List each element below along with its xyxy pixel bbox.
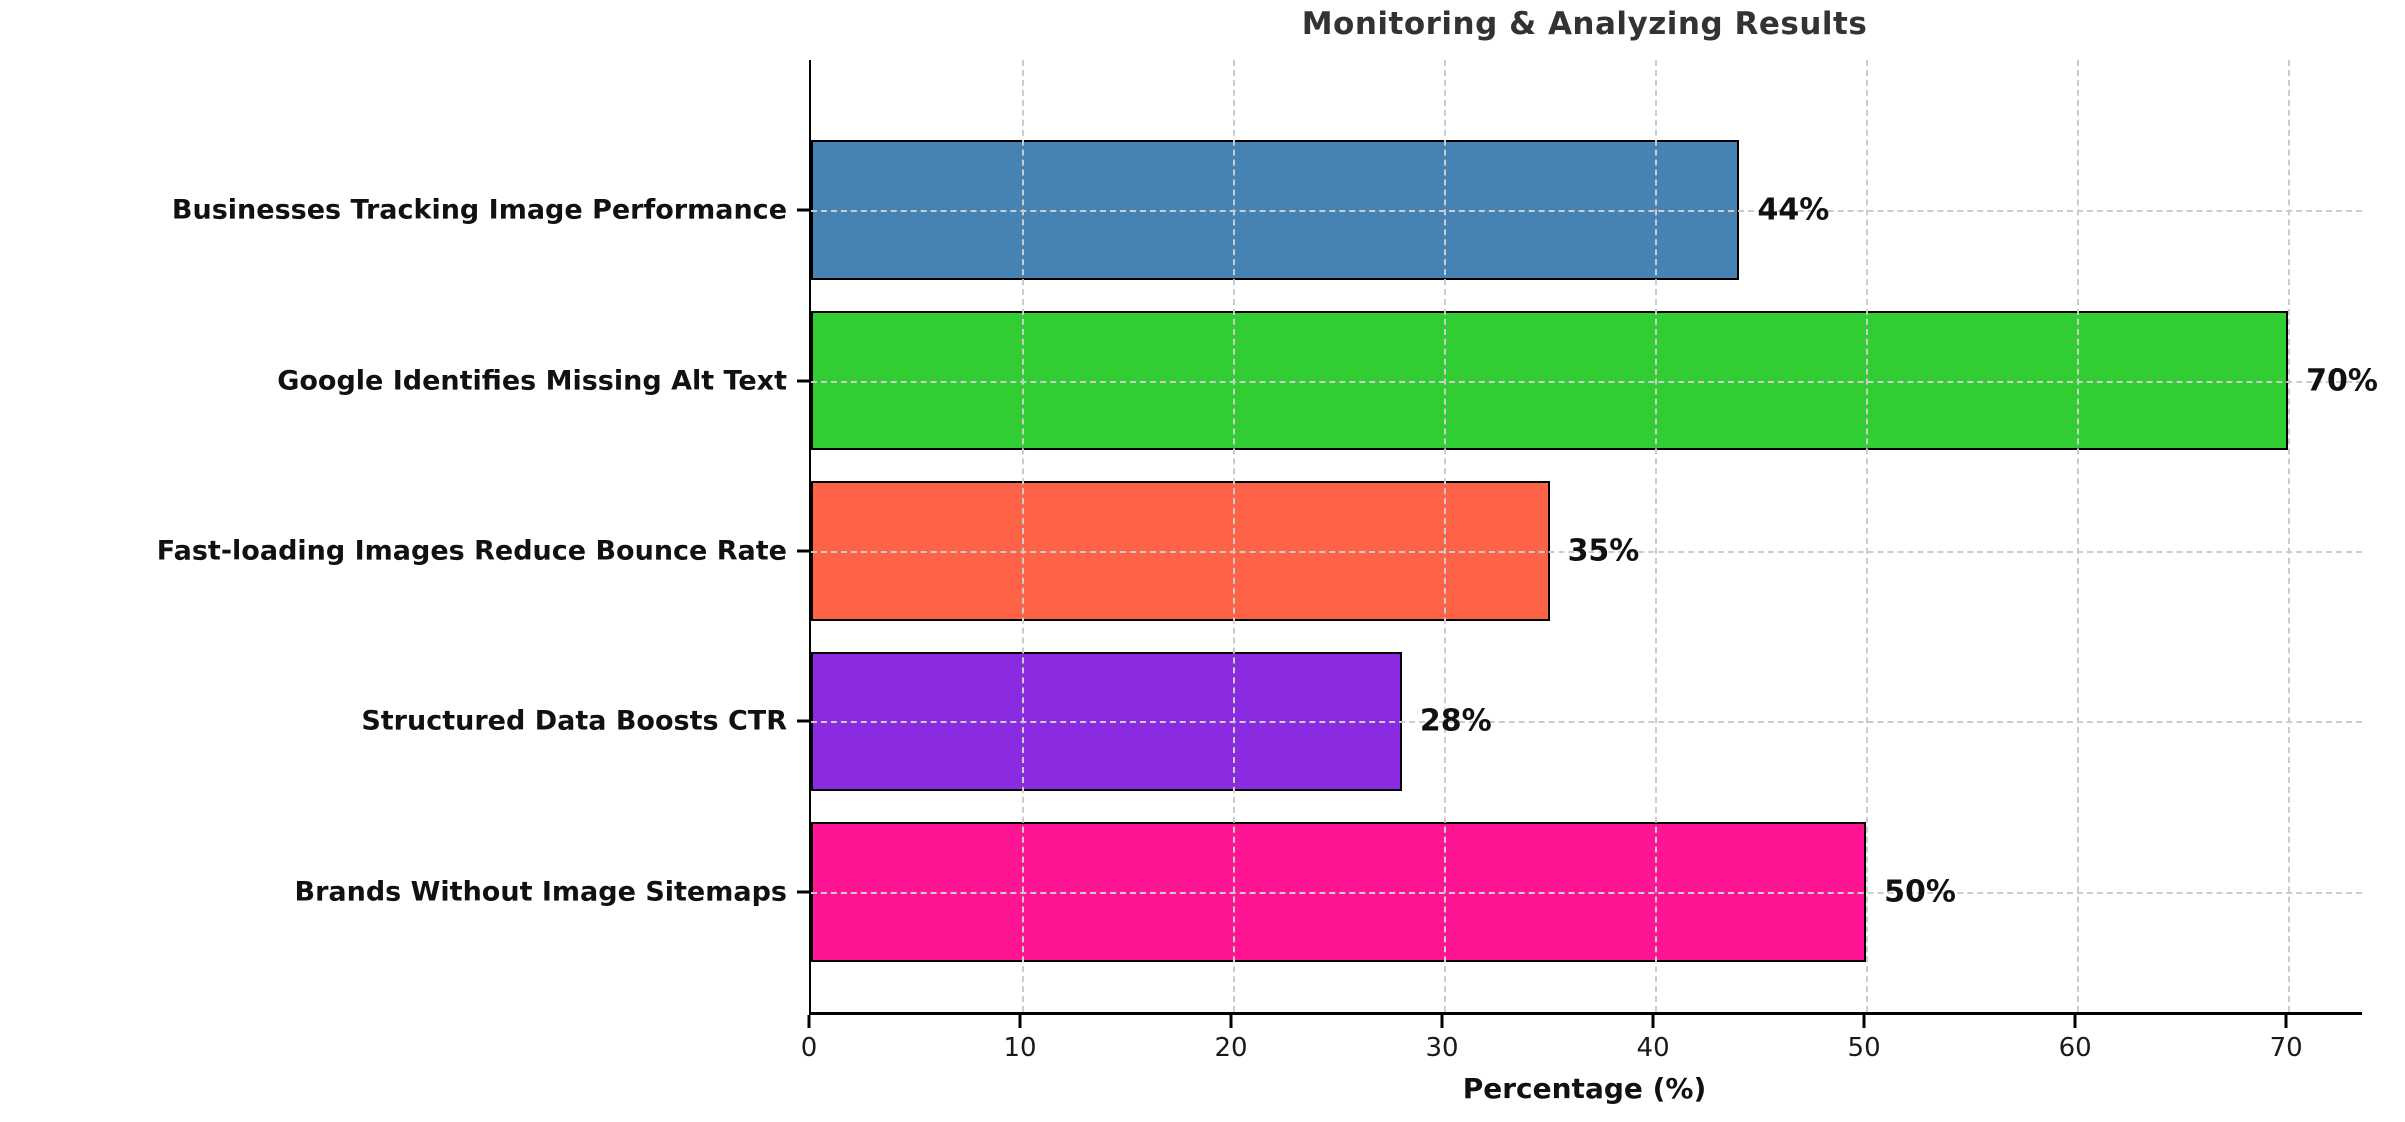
x-tick <box>1229 1015 1233 1028</box>
bar <box>811 310 2289 451</box>
x-tick <box>2073 1015 2077 1028</box>
bar <box>811 821 1867 962</box>
y-tick <box>797 549 809 553</box>
bar <box>811 481 1550 621</box>
x-tick-label: 40 <box>1636 1033 1670 1063</box>
bar-row: Structured Data Boosts CTR 28% <box>361 636 2362 806</box>
bar-row: Fast-loading Images Reduce Bounce Rate 3… <box>157 466 2362 636</box>
bar-value-label: 70% <box>2306 363 2378 399</box>
category-label: Structured Data Boosts CTR <box>361 705 787 737</box>
category-label: Google Identifies Missing Alt Text <box>277 365 787 397</box>
x-tick <box>1018 1015 1022 1028</box>
x-tick <box>1862 1015 1866 1028</box>
plot-area: Businesses Tracking Image Performance 44… <box>157 60 2378 1015</box>
plot-area-rows: Businesses Tracking Image Performance 44… <box>157 60 2378 1012</box>
x-axis: 0 10 20 30 40 50 60 70 <box>801 1015 2360 1085</box>
y-tick <box>797 379 809 383</box>
x-tick-label: 30 <box>1425 1033 1459 1063</box>
x-tick-label: 70 <box>2269 1033 2303 1063</box>
bar-value-label: 35% <box>1567 533 1640 569</box>
bar-row: Google Identifies Missing Alt Text 70% <box>277 295 2378 465</box>
x-tick <box>2284 1015 2288 1028</box>
bar-value-label: 28% <box>1419 703 1492 739</box>
bar-value-label: 44% <box>1757 192 1830 228</box>
bar-value-label: 50% <box>1884 874 1956 910</box>
x-tick-label: 60 <box>2058 1033 2092 1063</box>
x-tick-label: 20 <box>1214 1033 1248 1063</box>
x-tick <box>1440 1015 1444 1028</box>
bar <box>811 140 1740 281</box>
bar <box>811 651 1402 792</box>
y-tick <box>797 208 809 212</box>
x-tick <box>807 1015 811 1028</box>
y-tick <box>797 890 809 894</box>
x-tick-label: 50 <box>1847 1033 1881 1063</box>
bar-row: Businesses Tracking Image Performance 44… <box>172 125 2362 295</box>
category-label: Brands Without Image Sitemaps <box>294 876 788 908</box>
x-tick-label: 10 <box>1003 1033 1037 1063</box>
y-tick <box>797 719 809 723</box>
x-axis-label: Percentage (%) <box>1462 1072 1707 1105</box>
category-label: Fast-loading Images Reduce Bounce Rate <box>156 535 787 567</box>
bar-row: Brands Without Image Sitemaps 50% <box>295 807 2362 977</box>
chart-title: Monitoring & Analyzing Results <box>1301 6 1868 42</box>
x-tick-label: 0 <box>800 1033 818 1063</box>
x-tick <box>1651 1015 1655 1028</box>
category-label: Businesses Tracking Image Performance <box>171 194 787 226</box>
